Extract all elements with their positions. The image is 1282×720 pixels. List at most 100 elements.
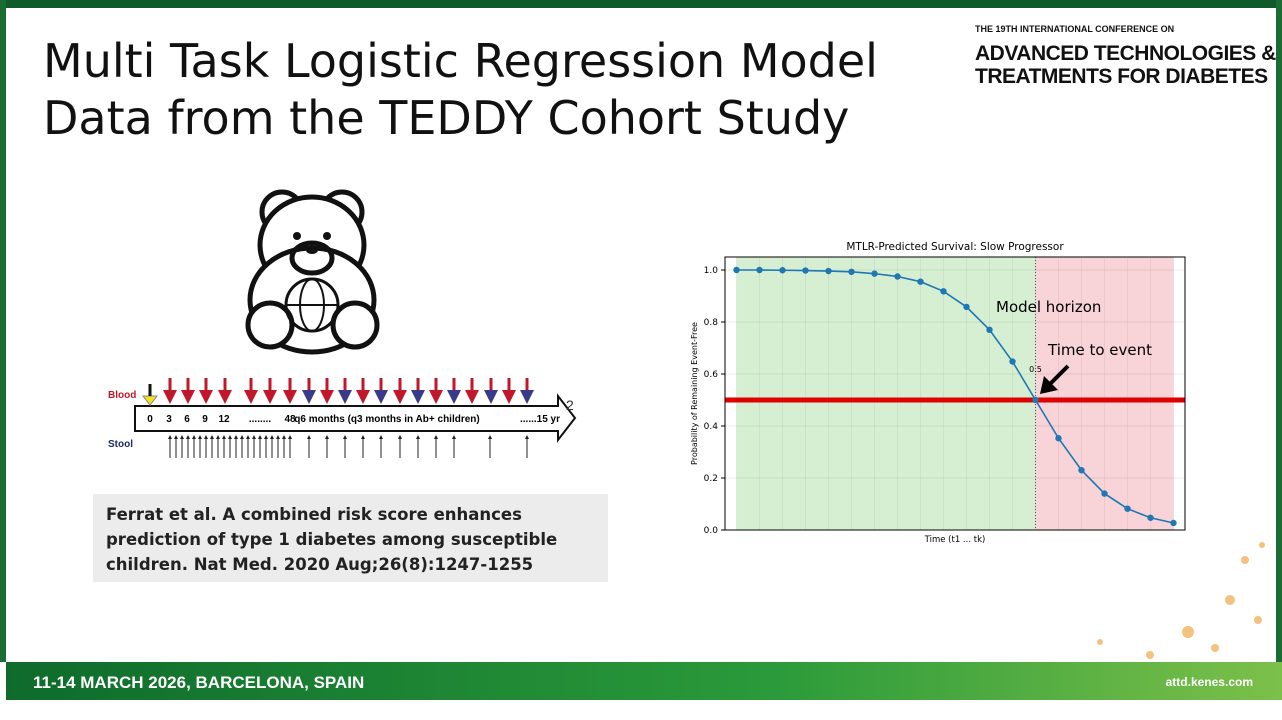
stool-arrow-head <box>379 435 383 439</box>
post-event-shading <box>1035 257 1174 530</box>
survival-point <box>986 326 993 333</box>
footer-url: attd.kenes.com <box>1166 675 1253 689</box>
slide-title-line: Multi Task Logistic Regression Model <box>43 34 878 88</box>
stool-arrow-head <box>488 435 492 439</box>
threshold-label: 0.5 <box>1029 365 1042 374</box>
survival-point <box>756 266 763 274</box>
annotation-arrow <box>1048 364 1070 386</box>
stool-arrow-head <box>246 435 250 439</box>
top-border <box>0 0 1282 8</box>
survival-point <box>940 288 947 295</box>
blood-arrow-head <box>502 390 516 404</box>
stool-arrow-head <box>398 435 402 439</box>
conference-line: THE 19TH INTERNATIONAL CONFERENCE ON <box>975 24 1175 34</box>
stool-arrow-head <box>361 435 365 439</box>
page-mark: 2 <box>566 397 574 413</box>
stool-arrow-head <box>276 435 280 439</box>
stool-arrow-head <box>282 435 286 439</box>
footer-bar <box>6 662 1282 700</box>
survival-point <box>1055 435 1062 442</box>
y-tick-label: 1.0 <box>704 266 719 276</box>
stool-arrow-head <box>307 435 311 439</box>
stool-arrow-head <box>288 435 292 439</box>
annotation-arrow-head <box>1040 376 1058 394</box>
stool-arrow-head <box>222 435 226 439</box>
blood-arrow-head <box>199 390 213 404</box>
teddy-bear-icon <box>245 189 380 355</box>
conference-name: ADVANCED TECHNOLOGIES & <box>975 42 1276 65</box>
survival-point <box>1170 519 1177 527</box>
blood-arrow-head <box>302 390 316 404</box>
survival-point <box>733 266 740 274</box>
chart-title: MTLR-Predicted Survival: Slow Progressor <box>846 241 1064 253</box>
survival-point <box>779 267 786 274</box>
blood-arrow-head <box>429 390 443 404</box>
blood-arrow-head <box>411 390 425 404</box>
left-border <box>0 0 6 662</box>
stool-arrow-head <box>343 435 347 439</box>
molecule-decor <box>1097 542 1265 659</box>
plot-frame <box>724 256 1186 531</box>
survival-point <box>917 278 924 285</box>
blood-arrow-head <box>181 390 195 404</box>
blood-arrow-head <box>520 390 534 404</box>
teddy-face <box>293 232 331 254</box>
blood-arrow-head <box>393 390 407 404</box>
annotation: Time to event <box>1047 341 1152 359</box>
stool-arrow-head <box>210 435 214 439</box>
stool-arrow-head <box>270 435 274 439</box>
timeline-label: 3 <box>166 414 172 425</box>
stool-arrow-head <box>192 435 196 439</box>
survival-point <box>1032 396 1039 404</box>
stool-arrow-head <box>264 435 268 439</box>
blood-arrow-head <box>218 390 232 404</box>
stool-arrow-head <box>168 435 172 439</box>
blood-arrow-head <box>320 390 334 404</box>
blood-arrow-head <box>447 390 461 404</box>
stool-arrow-head <box>416 435 420 439</box>
y-tick-label: 0.0 <box>704 526 719 536</box>
survival-point <box>894 273 901 280</box>
timeline-label: q6 months (q3 months in Ab+ children) <box>294 414 479 425</box>
conference-name: TREATMENTS FOR DIABETES <box>975 65 1268 88</box>
blood-label: Blood <box>108 390 136 401</box>
right-border <box>1276 0 1282 662</box>
footer-dates: 11-14 MARCH 2026, BARCELONA, SPAIN <box>33 673 364 692</box>
stool-arrow-head <box>258 435 262 439</box>
survival-point <box>1124 505 1131 512</box>
y-tick-label: 0.2 <box>704 474 718 484</box>
survival-point <box>1078 467 1085 474</box>
citation: Ferrat et al. A combined risk score enha… <box>93 494 608 582</box>
x-axis-label: Time (t1 ... tk) <box>924 535 986 545</box>
y-tick-label: 0.6 <box>704 370 719 380</box>
timeline-label: 12 <box>218 414 230 425</box>
stool-arrow-head <box>180 435 184 439</box>
timeline-label: 9 <box>202 414 208 425</box>
survival-point <box>825 267 832 275</box>
y-tick-label: 0.4 <box>704 422 719 432</box>
survival-line <box>736 269 1174 524</box>
stool-arrow-head <box>186 435 190 439</box>
y-tick-label: 0.8 <box>704 318 719 328</box>
slide-title-line: Data from the TEDDY Cohort Study <box>43 91 850 145</box>
timeline-label: 0 <box>147 414 153 425</box>
survival-point <box>802 267 809 274</box>
stool-arrow-head <box>325 435 329 439</box>
timeline-label: ......15 yr <box>520 414 560 425</box>
blood-arrow-head <box>338 390 352 404</box>
chart: 0.0 0.2 0.4 0.6 0.8 1.0 MTLR-Predicted Surviva… <box>689 236 1201 548</box>
blood-arrow-head <box>374 390 388 404</box>
stool-arrow-head <box>216 435 220 439</box>
survival-point <box>871 270 878 277</box>
annotation: Model horizon <box>996 298 1101 316</box>
stool-arrow-head <box>198 435 202 439</box>
y-axis-label: Probability of Remaining Event-Free <box>690 322 699 465</box>
survival-point <box>1147 514 1154 521</box>
stool-arrow-head <box>228 435 232 439</box>
blood-arrow-head <box>244 390 258 404</box>
timeline-label: 6 <box>184 414 190 425</box>
stool-arrow-head <box>240 435 244 439</box>
